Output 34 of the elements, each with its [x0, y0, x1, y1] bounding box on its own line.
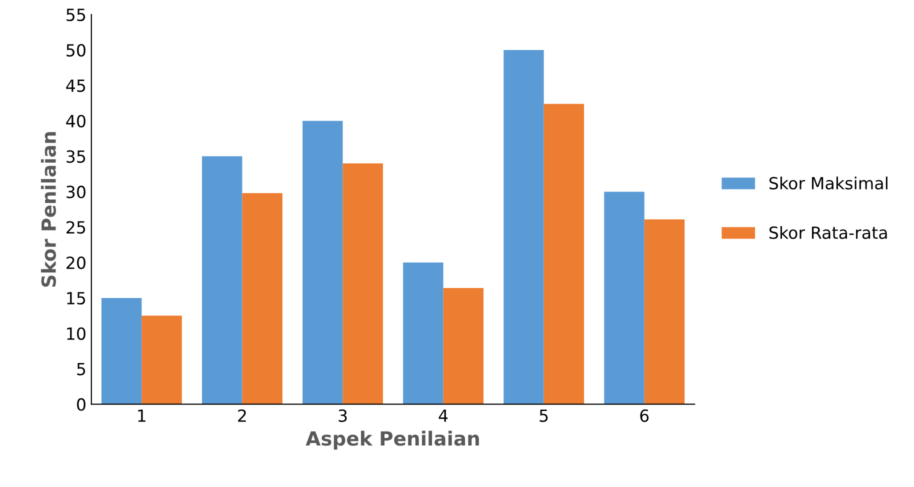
y-tick-label: 45: [66, 80, 86, 92]
bar: [443, 288, 484, 404]
x-tick-label: 3: [338, 409, 347, 422]
x-tick-label: 2: [238, 409, 246, 422]
y-tick-label: 15: [67, 292, 86, 305]
bar: [242, 193, 282, 404]
x-tick-label: 6: [640, 409, 649, 422]
x-tick-label: 1: [138, 410, 146, 422]
legend-label: Skor Maksimal: [769, 176, 888, 190]
y-tick-label: 40: [66, 114, 86, 128]
bar: [544, 104, 584, 404]
x-tick-label: 4: [438, 410, 448, 422]
y-tick-label: 35: [66, 150, 86, 163]
bar: [342, 163, 383, 404]
y-tick-label: 10: [67, 327, 86, 340]
legend-label: Skor Rata-rata: [769, 226, 887, 239]
x-axis-title: Aspek Penilaian: [306, 430, 479, 450]
bar: [604, 192, 644, 404]
bar: [504, 50, 544, 404]
y-tick-label: 55: [66, 8, 86, 22]
y-tick-label: 20: [66, 256, 86, 270]
bar: [101, 298, 142, 404]
y-tick-label: 0: [77, 398, 86, 411]
bar: [302, 120, 343, 404]
bar: [403, 262, 444, 404]
bar: [142, 316, 182, 404]
y-tick-label: 25: [66, 221, 86, 234]
y-axis-title: Skor Penilaian: [40, 132, 56, 287]
bar: [202, 156, 242, 404]
y-tick-label: 50: [66, 44, 86, 57]
x-tick-label: 5: [540, 410, 548, 422]
y-tick-label: 5: [77, 362, 86, 376]
bar: [644, 219, 685, 404]
y-tick-label: 30: [66, 186, 86, 198]
